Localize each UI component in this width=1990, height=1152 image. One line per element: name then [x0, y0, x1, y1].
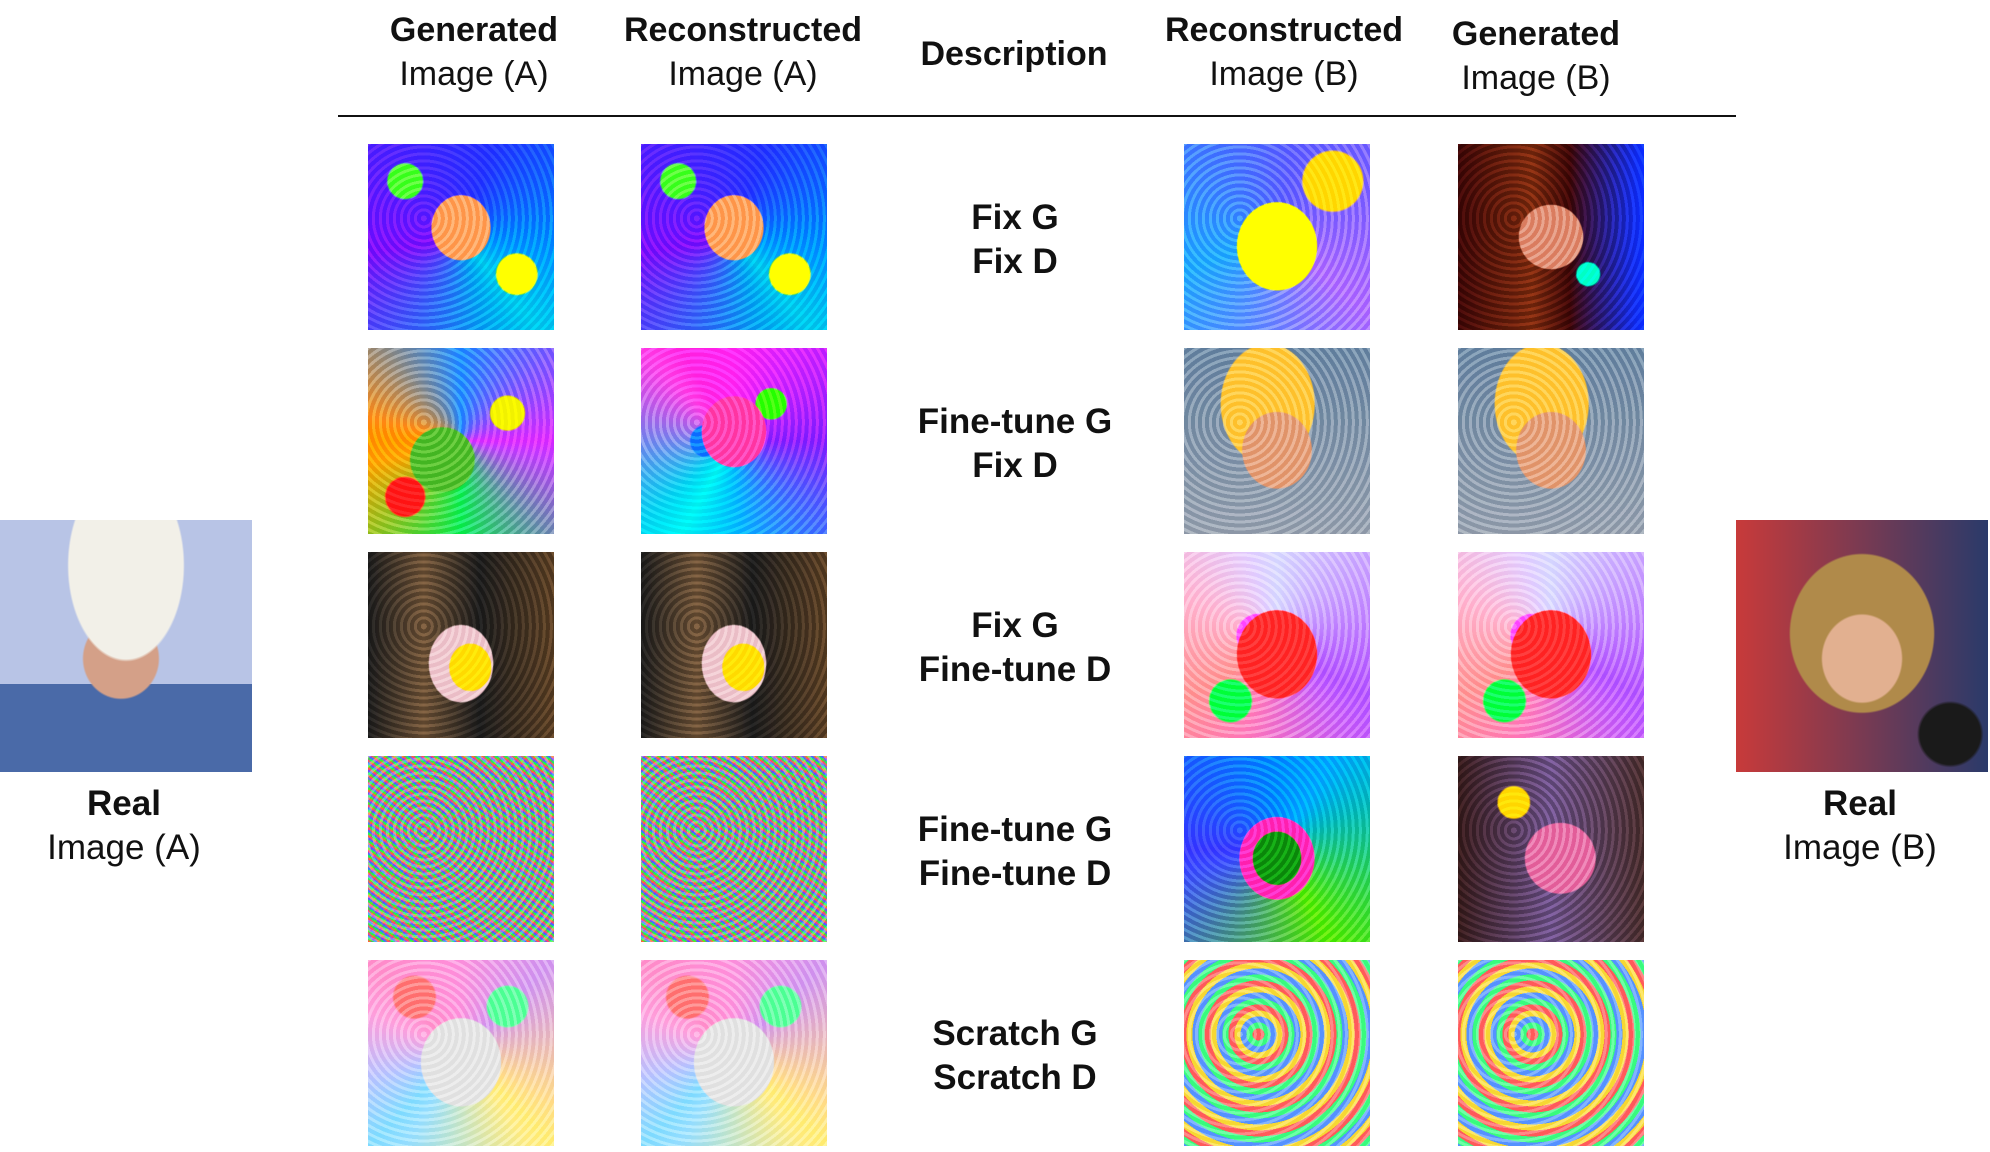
real-image-b-label-subtitle: Image (B)	[1730, 826, 1990, 870]
generated-image-b-row-3	[1458, 552, 1644, 738]
description-row-4: Fine-tune G Fine-tune D	[880, 808, 1150, 896]
header-reconstructed-b-subtitle: Image (B)	[1144, 52, 1424, 96]
generated-image-b-row-1	[1458, 144, 1644, 330]
reconstructed-image-a-row-1	[641, 144, 827, 330]
description-row-3-line-2: Fine-tune D	[880, 648, 1150, 692]
header-generated-a-title: Generated	[334, 8, 614, 52]
real-image-a	[0, 520, 252, 772]
header-generated-a-subtitle: Image (A)	[334, 52, 614, 96]
real-image-b-label: Real Image (B)	[1730, 782, 1990, 870]
description-row-1-line-1: Fix G	[880, 196, 1150, 240]
description-row-1: Fix G Fix D	[880, 196, 1150, 284]
reconstructed-image-b-row-2	[1184, 348, 1370, 534]
reconstructed-image-a-row-5	[641, 960, 827, 1146]
header-generated-b-title: Generated	[1396, 12, 1676, 56]
generated-image-b-row-4	[1458, 756, 1644, 942]
generated-image-a-row-4	[368, 756, 554, 942]
description-row-1-line-2: Fix D	[880, 240, 1150, 284]
generated-image-a-row-3	[368, 552, 554, 738]
header-divider	[338, 115, 1736, 117]
generated-image-a-row-1	[368, 144, 554, 330]
reconstructed-image-b-row-3	[1184, 552, 1370, 738]
header-description: Description	[874, 32, 1154, 76]
generated-image-b-row-2	[1458, 348, 1644, 534]
reconstructed-image-b-row-5	[1184, 960, 1370, 1146]
description-row-3-line-1: Fix G	[880, 604, 1150, 648]
header-generated-b-subtitle: Image (B)	[1396, 56, 1676, 100]
header-reconstructed-a-subtitle: Image (A)	[603, 52, 883, 96]
reconstructed-image-a-row-3	[641, 552, 827, 738]
description-row-4-line-2: Fine-tune D	[880, 852, 1150, 896]
header-generated-a: Generated Image (A)	[334, 8, 614, 96]
generated-image-a-row-5	[368, 960, 554, 1146]
real-image-b	[1736, 520, 1988, 772]
header-reconstructed-a: Reconstructed Image (A)	[603, 8, 883, 96]
description-row-2-line-2: Fix D	[880, 444, 1150, 488]
real-image-a-label-subtitle: Image (A)	[0, 826, 254, 870]
reconstructed-image-b-row-1	[1184, 144, 1370, 330]
real-image-a-label: Real Image (A)	[0, 782, 254, 870]
real-image-b-label-title: Real	[1730, 782, 1990, 826]
description-row-3: Fix G Fine-tune D	[880, 604, 1150, 692]
header-reconstructed-b: Reconstructed Image (B)	[1144, 8, 1424, 96]
generated-image-a-row-2	[368, 348, 554, 534]
description-row-5-line-2: Scratch D	[880, 1056, 1150, 1100]
reconstructed-image-b-row-4	[1184, 756, 1370, 942]
generated-image-b-row-5	[1458, 960, 1644, 1146]
header-generated-b: Generated Image (B)	[1396, 12, 1676, 100]
real-image-a-label-title: Real	[0, 782, 254, 826]
header-reconstructed-a-title: Reconstructed	[603, 8, 883, 52]
description-row-2-line-1: Fine-tune G	[880, 400, 1150, 444]
description-row-5-line-1: Scratch G	[880, 1012, 1150, 1056]
reconstructed-image-a-row-2	[641, 348, 827, 534]
description-row-4-line-1: Fine-tune G	[880, 808, 1150, 852]
description-row-2: Fine-tune G Fix D	[880, 400, 1150, 488]
reconstructed-image-a-row-4	[641, 756, 827, 942]
header-reconstructed-b-title: Reconstructed	[1144, 8, 1424, 52]
description-row-5: Scratch G Scratch D	[880, 1012, 1150, 1100]
